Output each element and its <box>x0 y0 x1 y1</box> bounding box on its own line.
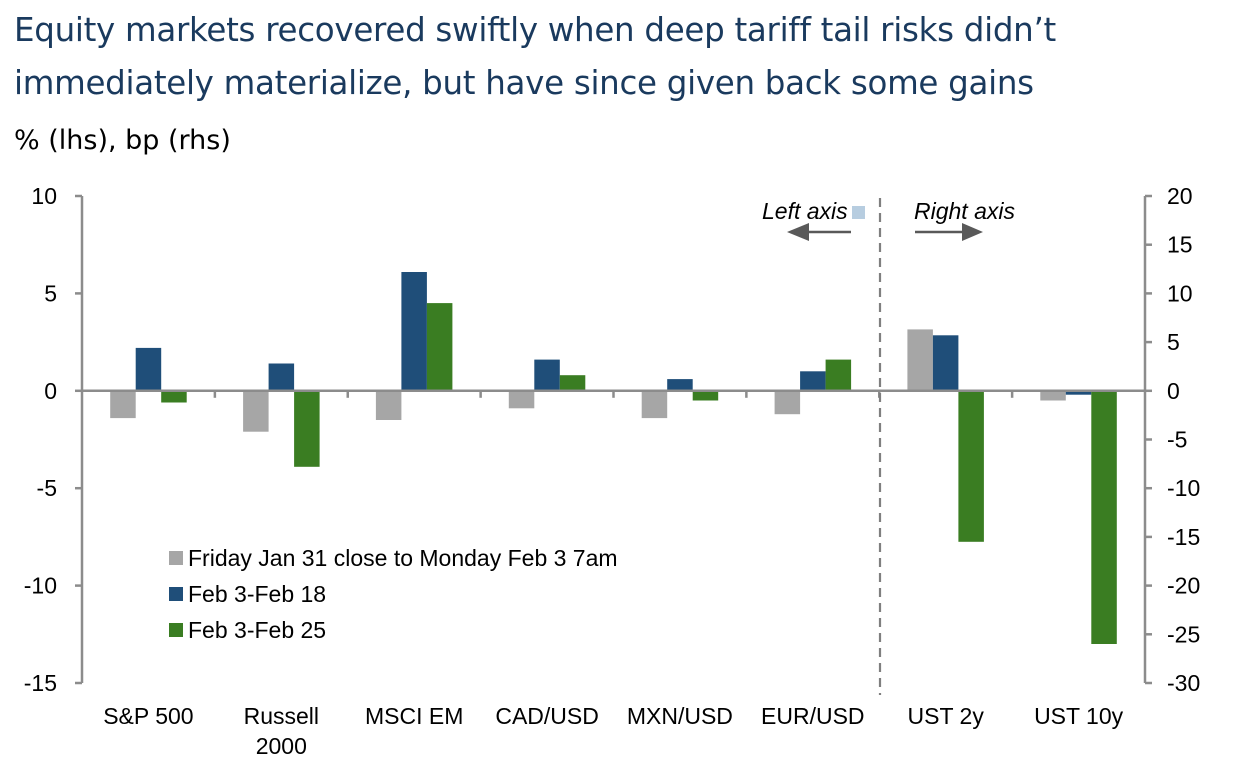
left-y-tick-label: 10 <box>31 183 57 209</box>
right-y-tick-label: -5 <box>1167 427 1187 453</box>
bar-feb3-feb25 <box>692 390 719 401</box>
left-y-tick-label: 0 <box>44 378 57 404</box>
category-label: UST 2y <box>908 703 985 729</box>
bar-feb3-feb18 <box>667 379 693 391</box>
category-label: MSCI EM <box>365 703 463 729</box>
legend-swatch <box>169 623 183 637</box>
bar-feb3-feb25 <box>825 359 852 391</box>
bar-jan31-feb3 <box>1040 390 1066 401</box>
legend-swatch <box>169 587 183 601</box>
bar-feb3-feb18 <box>401 272 427 391</box>
right-axis-annotation: Right axis <box>914 198 1015 224</box>
annotations-layer: Left axis Right axis <box>762 198 1015 695</box>
left-arrow-icon <box>787 223 851 241</box>
bar-feb3-feb25 <box>559 375 586 391</box>
left-y-tick-label: 5 <box>44 280 57 306</box>
bar-jan31-feb3 <box>907 329 933 391</box>
text-highlight-mark <box>852 206 865 219</box>
legend: Friday Jan 31 close to Monday Feb 3 7am F… <box>169 545 618 643</box>
right-y-tick-label: 10 <box>1167 280 1193 306</box>
legend-swatch <box>169 551 183 565</box>
right-y-tick-label: 15 <box>1167 232 1193 258</box>
right-y-tick-label: -30 <box>1167 670 1200 696</box>
bar-feb3-feb18 <box>800 371 826 391</box>
left-axis-annotation: Left axis <box>762 198 848 224</box>
bar-feb3-feb18 <box>1065 390 1092 395</box>
legend-label: Friday Jan 31 close to Monday Feb 3 7am <box>188 545 618 571</box>
category-label: 2000 <box>256 733 307 759</box>
bar-jan31-feb3 <box>110 390 136 419</box>
left-y-tick-label: -15 <box>24 670 57 696</box>
bar-feb3-feb25 <box>426 303 453 391</box>
bar-jan31-feb3 <box>508 390 535 409</box>
bar-feb3-feb25 <box>1091 390 1117 644</box>
bars-layer <box>82 272 1145 644</box>
bar-jan31-feb3 <box>243 390 269 432</box>
bar-jan31-feb3 <box>375 390 402 420</box>
bar-feb3-feb25 <box>294 390 320 467</box>
right-y-tick-label: 0 <box>1167 378 1180 404</box>
left-y-tick-label: -5 <box>37 475 57 501</box>
category-label: MXN/USD <box>627 703 733 729</box>
left-y-tick-label: -10 <box>24 573 57 599</box>
right-y-tick-label: -25 <box>1167 621 1200 647</box>
bar-jan31-feb3 <box>641 390 668 419</box>
right-y-tick-label: 5 <box>1167 329 1180 355</box>
right-y-tick-label: 20 <box>1167 183 1193 209</box>
right-y-tick-label: -15 <box>1167 524 1200 550</box>
right-y-tick-label: -10 <box>1167 475 1200 501</box>
bar-feb3-feb25 <box>958 390 984 542</box>
chart-title-line-1: Equity markets recovered swiftly when de… <box>14 11 1056 49</box>
bar-feb3-feb18 <box>932 335 959 391</box>
bar-feb3-feb18 <box>268 363 295 391</box>
category-label: UST 10y <box>1034 703 1124 729</box>
category-label: EUR/USD <box>761 703 865 729</box>
bar-jan31-feb3 <box>774 390 801 415</box>
chart-title-line-2: immediately materialize, but have since … <box>14 64 1034 102</box>
category-label: S&P 500 <box>103 703 193 729</box>
bar-feb3-feb18 <box>135 347 162 391</box>
bar-feb3-feb18 <box>534 359 560 391</box>
category-labels-layer: S&P 500 Russell 2000 MSCI EM CAD/USD MXN/USD E… <box>103 703 1123 759</box>
bar-feb3-feb25 <box>161 390 187 403</box>
axes-layer: 10 5 0 -5 -10 -15 20 15 10 5 0 -5 -10 -15 -20 -25 -30 <box>24 183 1201 696</box>
category-label: CAD/USD <box>495 703 599 729</box>
chart-subtitle: % (lhs), bp (rhs) <box>14 125 231 156</box>
legend-label: Feb 3-Feb 18 <box>188 581 326 607</box>
legend-label: Feb 3-Feb 25 <box>188 617 326 643</box>
category-label: Russell <box>244 703 319 729</box>
chart-title: Equity markets recovered swiftly when de… <box>14 4 1056 110</box>
right-y-tick-label: -20 <box>1167 573 1200 599</box>
right-arrow-icon <box>915 223 983 241</box>
